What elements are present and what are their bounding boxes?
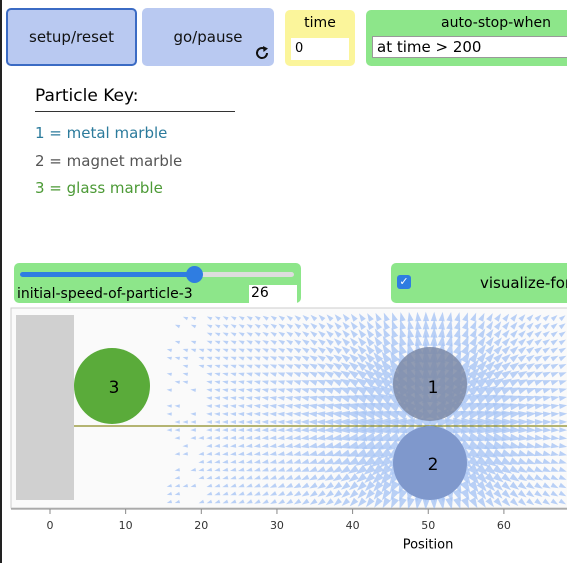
axis-label: Position xyxy=(403,538,454,553)
axis-tick-label: 30 xyxy=(270,519,284,532)
particle-label: 2 xyxy=(428,455,439,475)
axis-tick-label: 10 xyxy=(119,519,133,532)
particle-label: 3 xyxy=(109,378,120,398)
wall xyxy=(16,315,74,500)
axis-tick-label: 60 xyxy=(497,519,511,532)
axis-tick-label: 0 xyxy=(47,519,54,532)
particle-label: 1 xyxy=(428,378,439,398)
axis-tick-label: 40 xyxy=(346,519,360,532)
axis-tick-label: 50 xyxy=(421,519,435,532)
axis-tick-label: 20 xyxy=(194,519,208,532)
